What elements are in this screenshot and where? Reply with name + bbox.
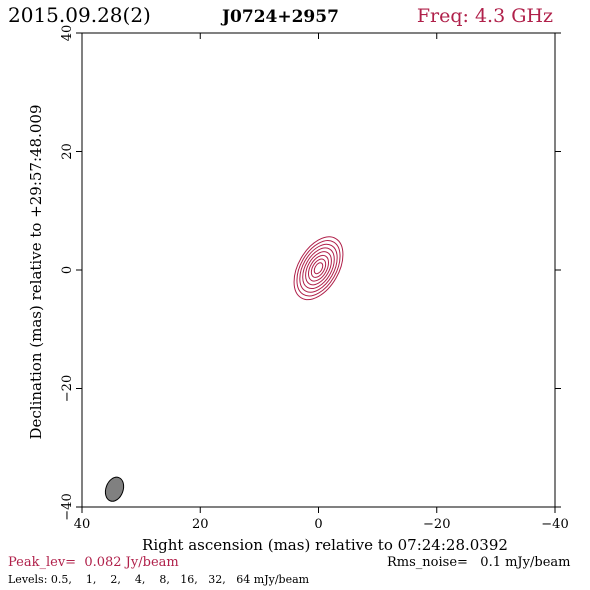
y-axis-tick-labels: −40 −20 0 20 40 — [60, 25, 75, 521]
contour-level-2 — [299, 243, 338, 293]
x-tick-label: −40 — [541, 517, 568, 532]
y-axis-label: Declination (mas) relative to +29:57:48.… — [27, 104, 45, 439]
x-tick-label: 20 — [192, 517, 209, 532]
plot-frame — [81, 32, 556, 508]
epoch-label: 2015.09.28(2) — [8, 3, 151, 27]
contour-level-8 — [305, 251, 332, 286]
y-tick-label: 20 — [60, 143, 75, 160]
x-axis-ticks — [81, 33, 556, 513]
restoring-beam — [104, 476, 125, 502]
contour-level-32 — [310, 258, 327, 278]
x-tick-label: 40 — [74, 517, 91, 532]
contour-level-16 — [307, 254, 330, 282]
contour-level-0.5 — [293, 236, 344, 301]
contour-level-4 — [302, 247, 335, 289]
x-axis-tick-labels: 40 20 0 −20 −40 — [74, 517, 569, 532]
y-tick-label: −20 — [60, 375, 75, 402]
y-axis-ticks — [76, 32, 561, 508]
y-tick-label: −40 — [60, 493, 75, 520]
x-tick-label: 0 — [314, 517, 322, 532]
rms-noise: Rms_noise= 0.1 mJy/beam — [387, 555, 570, 570]
y-tick-label: 40 — [60, 25, 75, 42]
peak-level: Peak_lev= 0.082 Jy/beam — [8, 555, 179, 570]
x-axis-label: Right ascension (mas) relative to 07:24:… — [142, 536, 508, 554]
contour-level-1 — [296, 240, 341, 297]
source-contours — [293, 236, 344, 301]
contour-level-64 — [313, 262, 324, 275]
beam-ellipse — [104, 476, 125, 502]
frequency-label: Freq: 4.3 GHz — [417, 5, 553, 27]
x-tick-label: −20 — [423, 517, 450, 532]
contour-levels: Levels: 0.5, 1, 2, 4, 8, 16, 32, 64 mJy/… — [8, 573, 310, 586]
source-name: J0724+2957 — [220, 7, 339, 27]
y-tick-label: 0 — [60, 266, 75, 274]
